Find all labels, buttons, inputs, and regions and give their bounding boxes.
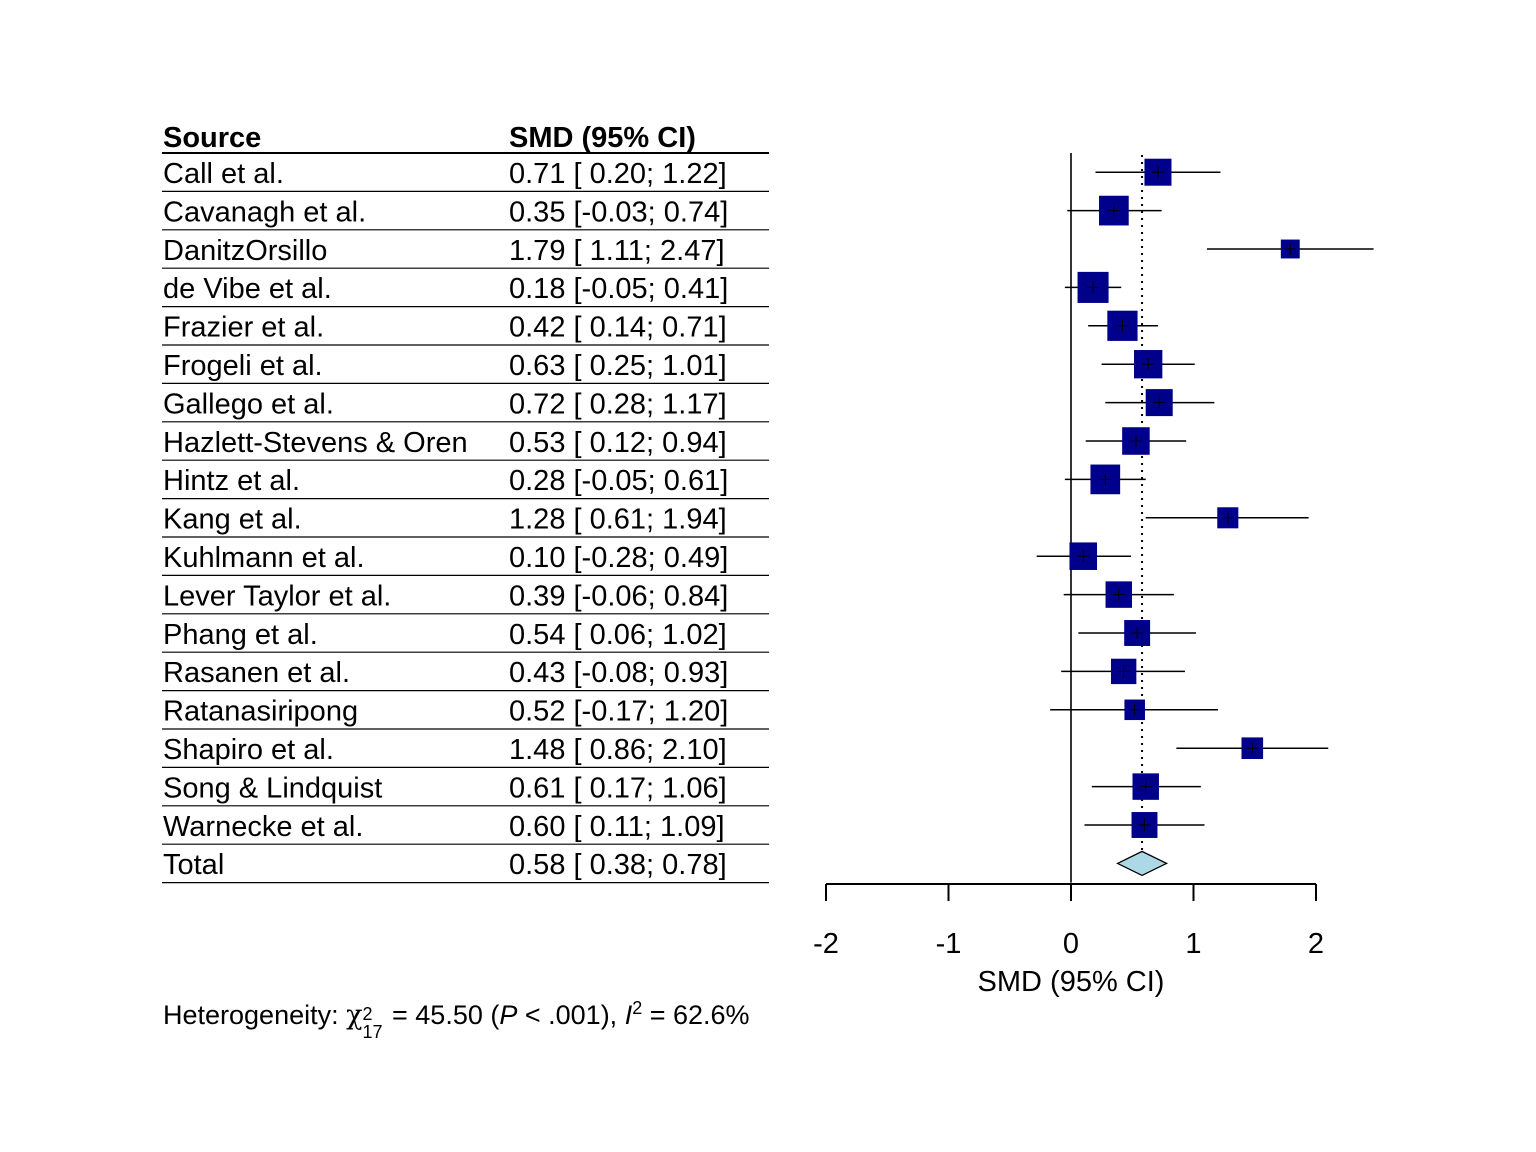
header-smd-ci: SMD (95% CI) (509, 122, 696, 154)
study-source: Frogeli et al. (163, 350, 323, 382)
study-estimate: 0.52 [-0.17; 1.20] (509, 696, 728, 728)
study-source: Hazlett-Stevens & Oren (163, 427, 468, 459)
study-estimate: 0.43 [-0.08; 0.93] (509, 657, 728, 689)
i2-symbol: I (624, 1000, 633, 1030)
i2-value: = 62.6% (642, 1000, 750, 1030)
x-tick-label: 1 (1185, 928, 1201, 960)
p-symbol: P (499, 1000, 518, 1030)
study-source: Lever Taylor et al. (163, 580, 391, 612)
study-estimate: 0.53 [ 0.12; 0.94] (509, 427, 727, 459)
study-source: Hintz et al. (163, 465, 300, 497)
study-estimate: 1.48 [ 0.86; 2.10] (509, 734, 727, 766)
total-label: Total (163, 849, 224, 881)
study-estimate: 0.60 [ 0.11; 1.09] (509, 811, 725, 843)
study-source: Call et al. (163, 158, 284, 190)
study-estimate: 0.71 [ 0.20; 1.22] (509, 158, 727, 190)
study-source: Shapiro et al. (163, 734, 334, 766)
study-estimate: 0.18 [-0.05; 0.41] (509, 273, 728, 305)
study-estimate: 0.54 [ 0.06; 1.02] (509, 619, 727, 651)
study-source: de Vibe et al. (163, 273, 332, 305)
chi-superscript: 2 (362, 1003, 373, 1024)
study-estimate: 0.61 [ 0.17; 1.06] (509, 772, 727, 804)
plot-area: -2 -1 0 1 2 SMD (95% CI) (813, 153, 1374, 998)
study-estimate: 0.28 [-0.05; 0.61] (509, 465, 728, 497)
x-tick-label: -2 (813, 928, 839, 960)
study-source: Gallego et al. (163, 388, 334, 420)
x-tick-label: -1 (936, 928, 962, 960)
heterogeneity-statistic: Heterogeneity: χ 2 17 = 45.50 (P < .001), … (163, 998, 750, 1041)
total-estimate: 0.58 [ 0.38; 0.78] (509, 849, 727, 881)
study-source: Ratanasiripong (163, 696, 358, 728)
i2-superscript: 2 (632, 998, 643, 1018)
p-value: < .001), (517, 1000, 625, 1030)
study-estimate: 0.72 [ 0.28; 1.17] (509, 388, 727, 420)
study-estimate: 1.79 [ 1.11; 2.47] (509, 235, 725, 267)
chi-symbol: χ (346, 1000, 363, 1031)
study-estimate: 0.63 [ 0.25; 1.01] (509, 350, 727, 382)
x-tick-label: 2 (1308, 928, 1324, 960)
pooled-diamond (1116, 850, 1169, 877)
chi-sub-sup: 2 17 (362, 1005, 382, 1041)
x-axis-title: SMD (95% CI) (978, 966, 1165, 998)
study-estimate: 0.42 [ 0.14; 0.71] (509, 312, 727, 344)
study-estimate: 0.39 [-0.06; 0.84] (509, 580, 728, 612)
study-source: Phang et al. (163, 619, 318, 651)
study-estimate: 0.10 [-0.28; 0.49] (509, 542, 728, 574)
study-source: Song & Lindquist (163, 772, 382, 804)
study-table: Source SMD (95% CI) Call et al. 0.71 [ 0.20… (162, 122, 769, 884)
study-source: Frazier et al. (163, 312, 324, 344)
chi-df: 17 (362, 1021, 383, 1042)
study-source: Rasanen et al. (163, 657, 350, 689)
heterogeneity-prefix: Heterogeneity: (163, 1000, 347, 1030)
study-estimate: 0.35 [-0.03; 0.74] (509, 196, 728, 228)
study-estimate: 1.28 [ 0.61; 1.94] (509, 504, 727, 536)
study-source: Warnecke et al. (163, 811, 363, 843)
study-source: Kang et al. (163, 504, 302, 536)
chi-value: = 45.50 ( (384, 1000, 500, 1030)
x-tick-label: 0 (1063, 928, 1079, 960)
study-source: Kuhlmann et al. (163, 542, 365, 574)
study-source: Cavanagh et al. (163, 196, 366, 228)
study-source: DanitzOrsillo (163, 235, 327, 267)
header-source: Source (163, 122, 261, 154)
